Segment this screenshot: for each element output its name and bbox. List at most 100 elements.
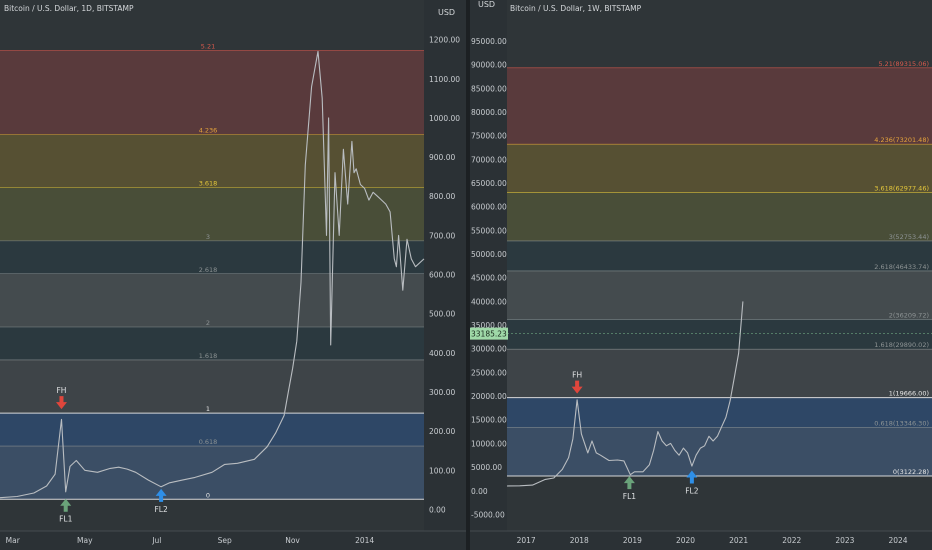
fib-level-label: 0.618 bbox=[199, 438, 218, 446]
fib-level-label: 4.236 bbox=[199, 126, 218, 134]
y-tick-label: 55000.00 bbox=[471, 226, 507, 235]
y-tick-label: 70000.00 bbox=[471, 155, 507, 164]
y-tick-label: 25000.00 bbox=[471, 368, 507, 377]
y-tick-label: 10000.00 bbox=[471, 439, 507, 448]
fib-band bbox=[0, 413, 424, 447]
y-tick-label: 15000.00 bbox=[471, 416, 507, 425]
arrow-down-icon bbox=[55, 396, 67, 410]
fib-level-label: 2 bbox=[206, 319, 210, 327]
marker-label: FH bbox=[56, 386, 66, 395]
pane-divider[interactable] bbox=[466, 0, 470, 550]
x-tick-label: 2023 bbox=[835, 536, 854, 545]
x-tick-label: 2021 bbox=[729, 536, 748, 545]
y-tick-label: 65000.00 bbox=[471, 179, 507, 188]
price-axis bbox=[424, 0, 466, 531]
fib-level-label: 1(19666.00) bbox=[889, 390, 929, 398]
fib-band bbox=[507, 319, 932, 350]
last-price-badge bbox=[470, 327, 508, 340]
fib-level-label: 3(52753.44) bbox=[889, 233, 929, 241]
x-tick-label: Mar bbox=[6, 536, 21, 545]
marker-label: FL1 bbox=[59, 515, 72, 524]
y-tick-label: 0.00 bbox=[471, 487, 488, 496]
fib-band bbox=[0, 50, 424, 135]
y-tick-label: -5000.00 bbox=[471, 510, 505, 519]
fib-level-label: 5.21 bbox=[201, 43, 215, 51]
y-tick-label: 45000.00 bbox=[471, 274, 507, 283]
fib-band bbox=[507, 192, 932, 241]
marker-label: FH bbox=[572, 371, 582, 380]
x-tick-label: 2017 bbox=[517, 536, 536, 545]
fib-band bbox=[507, 397, 932, 428]
marker-label: FL2 bbox=[154, 505, 167, 514]
y-tick-label: 5000.00 bbox=[471, 463, 502, 472]
x-tick-label: 2014 bbox=[355, 536, 374, 545]
x-tick-label: Sep bbox=[218, 536, 232, 545]
y-tick-label: 400.00 bbox=[429, 349, 455, 358]
fib-level-label: 0.618(13346.30) bbox=[874, 420, 929, 428]
fib-band bbox=[507, 427, 932, 476]
fib-level-label: 3 bbox=[206, 233, 210, 241]
y-tick-label: 1000.00 bbox=[429, 114, 460, 123]
fib-level-label: 4.236(73201.48) bbox=[874, 136, 929, 144]
y-tick-label: 35000.00 bbox=[471, 321, 507, 330]
price-series-line bbox=[0, 50, 425, 499]
y-tick-label: 90000.00 bbox=[471, 61, 507, 70]
fib-band bbox=[0, 273, 424, 328]
y-tick-label: 40000.00 bbox=[471, 297, 507, 306]
y-tick-label: 800.00 bbox=[429, 192, 455, 201]
fib-band bbox=[507, 240, 932, 271]
fib-level-label: 5.21(89315.06) bbox=[878, 60, 929, 68]
fib-level-label: 3.618 bbox=[199, 180, 218, 188]
arrow-down-icon bbox=[571, 380, 583, 394]
y-tick-label: 80000.00 bbox=[471, 108, 507, 117]
arrow-up-icon bbox=[623, 476, 635, 490]
marker-label: FL2 bbox=[685, 486, 698, 495]
time-axis bbox=[0, 531, 466, 550]
y-tick-label: 200.00 bbox=[429, 427, 455, 436]
fib-band bbox=[507, 67, 932, 145]
chart-pane-weekly[interactable]: 5.21(89315.06) 4.236(73201.48) 3.618(62977… bbox=[470, 0, 932, 550]
fib-band bbox=[507, 349, 932, 398]
fib-level-label: 1 bbox=[206, 405, 210, 413]
fib-level-label: 2.618 bbox=[199, 266, 218, 274]
y-tick-label: 300.00 bbox=[429, 388, 455, 397]
price-series-line bbox=[506, 301, 744, 487]
y-tick-label: 1200.00 bbox=[429, 36, 460, 45]
fib-level-label: 3.618(62977.46) bbox=[874, 185, 929, 193]
x-tick-label: 2022 bbox=[782, 536, 801, 545]
price-axis-unit-weekly: USD bbox=[478, 0, 496, 9]
y-tick-label: 700.00 bbox=[429, 231, 455, 240]
arrow-up-icon bbox=[60, 498, 72, 512]
chart-svg-weekly[interactable]: 5.21(89315.06) 4.236(73201.48) 3.618(62977… bbox=[470, 0, 932, 550]
x-tick-label: Jul bbox=[151, 536, 161, 545]
fib-band bbox=[0, 359, 424, 414]
y-tick-label: 600.00 bbox=[429, 271, 455, 280]
chart-pane-daily[interactable]: 5.21 4.236 3.618 3 2.618 2 1.618 1 0.618 0 1200.00… bbox=[0, 0, 466, 550]
chart-title-weekly: Bitcoin / U.S. Dollar, 1W, BITSTAMP bbox=[510, 4, 642, 13]
fib-band bbox=[0, 327, 424, 360]
x-tick-label: 2019 bbox=[623, 536, 642, 545]
fib-level-label: 2.618(46433.74) bbox=[874, 263, 929, 271]
y-tick-label: 20000.00 bbox=[471, 392, 507, 401]
fib-band bbox=[507, 270, 932, 320]
chart-svg-daily[interactable]: 5.21 4.236 3.618 3 2.618 2 1.618 1 0.618 0 1200.00… bbox=[0, 0, 466, 550]
y-tick-label: 75000.00 bbox=[471, 132, 507, 141]
fib-level-label: 1.618 bbox=[199, 352, 218, 360]
fib-level-label: 2(36209.72) bbox=[889, 311, 929, 319]
chart-title-daily: Bitcoin / U.S. Dollar, 1D, BITSTAMP bbox=[4, 4, 134, 13]
y-tick-label: 0.00 bbox=[429, 505, 446, 514]
y-tick-label: 85000.00 bbox=[471, 84, 507, 93]
marker-label: FL1 bbox=[623, 492, 636, 501]
last-price-label: 33185.23 bbox=[471, 330, 507, 339]
fib-level-label: 0 bbox=[206, 491, 210, 499]
y-tick-label: 100.00 bbox=[429, 466, 455, 475]
y-tick-label: 60000.00 bbox=[471, 203, 507, 212]
time-axis bbox=[470, 531, 932, 550]
y-tick-label: 50000.00 bbox=[471, 250, 507, 259]
fib-level-label: 0(3122.28) bbox=[893, 468, 929, 476]
fib-band bbox=[0, 240, 424, 274]
x-tick-label: May bbox=[77, 536, 93, 545]
y-tick-label: 1100.00 bbox=[429, 75, 460, 84]
y-tick-label: 500.00 bbox=[429, 310, 455, 319]
